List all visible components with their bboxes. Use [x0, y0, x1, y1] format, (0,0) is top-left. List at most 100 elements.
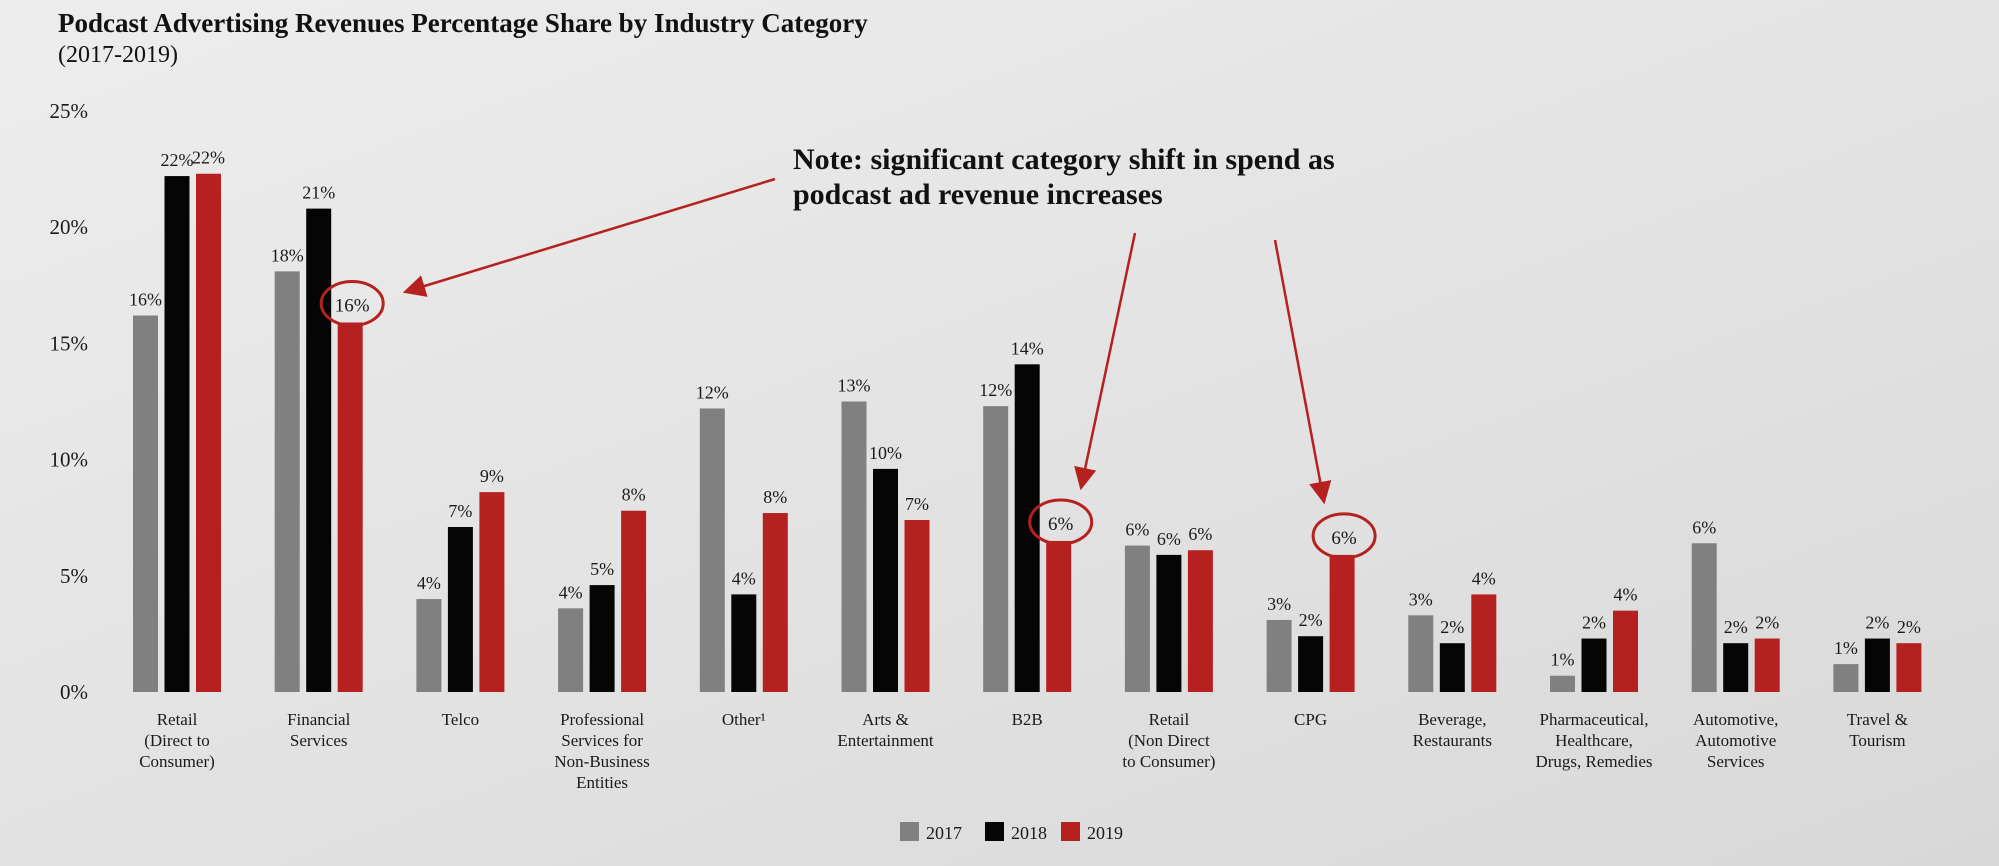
highlight-circles [319, 279, 1377, 560]
legend-swatch-2019 [1061, 822, 1080, 841]
value-label: 2% [1582, 613, 1606, 633]
value-label: 4% [1614, 585, 1638, 605]
chart-subtitle: (2017-2019) [58, 42, 178, 68]
annotation-line-2: podcast ad revenue increases [793, 178, 1163, 211]
annotation-arrows [402, 177, 1332, 505]
y-tick-label: 15% [50, 331, 89, 355]
legend-label-2019: 2019 [1087, 823, 1123, 843]
bar-2018 [1581, 638, 1607, 692]
bar-2019 [621, 510, 647, 692]
bar-2017 [274, 271, 300, 692]
x-tick-label-line: Drugs, Remedies [1535, 752, 1652, 771]
x-tick-label-line: Non-Business [554, 752, 649, 771]
y-tick-label: 0% [60, 680, 88, 704]
bar-2018 [306, 208, 332, 692]
value-label: 1% [1551, 650, 1575, 670]
value-label: 22% [161, 150, 194, 170]
value-label: 6% [1188, 524, 1212, 544]
x-tick-label-line: Healthcare, [1555, 731, 1633, 750]
legend: 2017 2018 2019 [900, 822, 1123, 843]
x-tick-label-line: Tourism [1849, 731, 1905, 750]
value-label: 1% [1834, 638, 1858, 658]
bar-2018 [1723, 643, 1749, 692]
bar-2017 [133, 315, 158, 692]
y-tick-label: 10% [50, 448, 89, 472]
bar-2017 [1833, 664, 1859, 692]
value-label: 12% [979, 380, 1012, 400]
x-tick-label: Automotive, Automotive Services [1693, 710, 1778, 771]
value-label: 16% [129, 290, 162, 310]
bar-2017 [983, 406, 1009, 692]
value-labels: 16% 22%22% 18% 21% 16% 4% 7% 9% 4% 5% 8% 12% 4% 8% 13%… [129, 148, 1921, 670]
value-label: 3% [1409, 589, 1433, 609]
bar-2019 [196, 173, 221, 693]
x-tick-label-line: Retail [1149, 710, 1190, 729]
x-tick-label: Telco [442, 710, 480, 729]
x-tick-label-line: CPG [1294, 710, 1327, 729]
highlight-circle [1311, 512, 1377, 560]
bar-2019 [1613, 610, 1638, 692]
x-tick-label-line: Financial [287, 710, 351, 729]
bar-2018 [731, 594, 757, 692]
x-tick-label-line: Entities [576, 773, 628, 792]
bar-2019 [1754, 638, 1780, 692]
value-label: 7% [448, 501, 472, 521]
value-label: 12% [696, 382, 729, 402]
value-label: 8% [622, 485, 646, 505]
value-label: 3% [1267, 594, 1291, 614]
x-tick-label-line: Restaurants [1413, 731, 1492, 750]
x-tick-label: CPG [1294, 710, 1327, 729]
value-label: 6% [1048, 514, 1074, 535]
x-tick-label-line: Travel & [1847, 710, 1908, 729]
y-tick-label: 25% [50, 99, 89, 123]
bar-2019 [479, 492, 505, 692]
value-label: 6% [1125, 520, 1149, 540]
x-tick-label-line: Entertainment [837, 731, 934, 750]
value-label: 4% [417, 573, 441, 593]
bar-2017 [1408, 615, 1434, 692]
bar-2018 [1298, 636, 1324, 692]
value-label: 6% [1331, 528, 1357, 549]
value-label: 2% [1299, 610, 1323, 630]
value-label: 5% [590, 559, 614, 579]
legend-label-2017: 2017 [926, 823, 962, 843]
bar-2019 [1329, 554, 1355, 692]
x-tick-label: B2B [1012, 710, 1043, 729]
highlight-circle [319, 279, 385, 327]
x-tick-label: Other¹ [722, 710, 766, 729]
y-tick-label: 5% [60, 564, 88, 588]
arrow-to-b2b [1074, 232, 1137, 491]
x-tick-label: Retail (Direct to Consumer) [139, 710, 215, 771]
bar-2018 [1439, 643, 1465, 692]
bar-2019 [1046, 540, 1072, 692]
bar-2017 [558, 608, 584, 692]
x-tick-label: Retail (Non Direct to Consumer) [1122, 710, 1215, 771]
bar-2019 [762, 513, 788, 692]
annotation-line-1: Note: significant category shift in spen… [793, 143, 1335, 176]
value-label: 2% [1865, 613, 1889, 633]
value-label: 22% [192, 148, 225, 168]
value-label: 4% [559, 582, 583, 602]
highlight-circle [1028, 498, 1094, 546]
bar-2018 [164, 176, 190, 692]
y-axis: 0% 5% 10% 15% 20% 25% [50, 99, 89, 704]
x-tick-label-line: (Non Direct [1128, 731, 1210, 750]
value-label: 2% [1440, 617, 1464, 637]
x-tick-label-line: Beverage, [1418, 710, 1486, 729]
x-axis-labels: Retail (Direct to Consumer) Financial Servic… [139, 710, 1908, 792]
value-label: 8% [763, 487, 787, 507]
value-label: 2% [1755, 613, 1779, 633]
x-tick-label-line: Other¹ [722, 710, 766, 729]
value-label: 4% [732, 568, 756, 588]
x-tick-label: Travel & Tourism [1847, 710, 1908, 750]
x-tick-label: Beverage, Restaurants [1413, 710, 1492, 750]
legend-swatch-2018 [985, 822, 1004, 841]
x-tick-label-line: Professional [560, 710, 644, 729]
legend-label-2018: 2018 [1011, 823, 1047, 843]
chart-title: Podcast Advertising Revenues Percentage … [58, 8, 868, 38]
value-label: 16% [335, 295, 370, 316]
x-tick-label-line: Automotive [1695, 731, 1776, 750]
value-label: 21% [302, 183, 335, 203]
value-label: 9% [480, 466, 504, 486]
